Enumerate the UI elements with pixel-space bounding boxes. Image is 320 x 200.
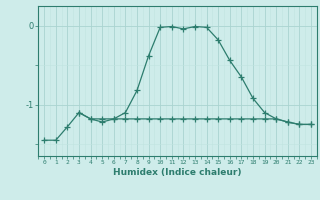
X-axis label: Humidex (Indice chaleur): Humidex (Indice chaleur) (113, 168, 242, 177)
